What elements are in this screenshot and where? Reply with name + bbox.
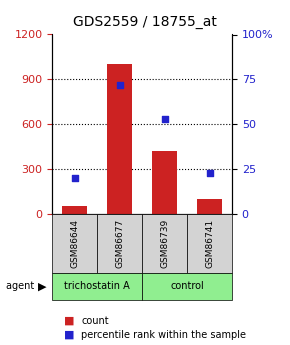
Text: agent: agent: [6, 282, 37, 291]
Bar: [62, 206, 87, 214]
Text: ■: ■: [64, 330, 74, 339]
Bar: [107, 65, 132, 214]
Text: GSM86644: GSM86644: [70, 219, 79, 268]
Text: GSM86741: GSM86741: [205, 219, 214, 268]
Text: count: count: [81, 316, 109, 326]
Text: trichostatin A: trichostatin A: [64, 282, 130, 291]
Text: percentile rank within the sample: percentile rank within the sample: [81, 330, 246, 339]
Point: [207, 170, 212, 175]
Bar: [197, 199, 222, 214]
Text: GSM86739: GSM86739: [160, 219, 169, 268]
Point: [72, 175, 77, 181]
Text: GSM86677: GSM86677: [115, 219, 124, 268]
Text: GDS2559 / 18755_at: GDS2559 / 18755_at: [73, 16, 217, 29]
Bar: [152, 151, 177, 214]
Text: control: control: [170, 282, 204, 291]
Point: [117, 82, 122, 88]
Text: ▶: ▶: [38, 282, 46, 291]
Point: [162, 116, 167, 121]
Text: ■: ■: [64, 316, 74, 326]
